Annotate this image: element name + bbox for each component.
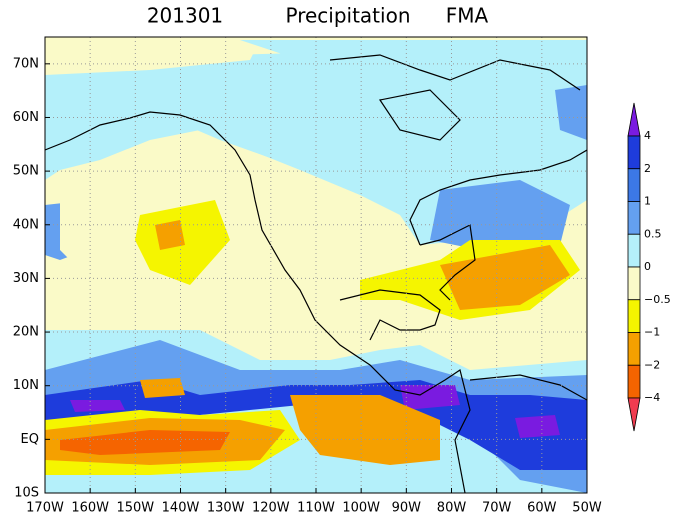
colorbar-label: 1 bbox=[644, 195, 651, 208]
x-tick-label: 110W bbox=[297, 501, 335, 516]
colorbar-bottom bbox=[627, 397, 641, 432]
colorbar-segment bbox=[627, 135, 641, 170]
x-tick-label: 120W bbox=[252, 501, 290, 516]
y-axis: 70N 60N 50N 40N 30N 20N 10N EQ 10S bbox=[13, 56, 50, 501]
x-axis: 170W 160W 150W 140W 130W 120W 110W 100W 90W 80W 70… bbox=[26, 488, 602, 516]
x-tick-label: 100W bbox=[342, 501, 380, 516]
y-tick-label: 50N bbox=[13, 164, 39, 179]
colorbar-segment bbox=[627, 299, 641, 333]
colorbar-segment bbox=[627, 168, 641, 202]
colorbar-label: 4 bbox=[644, 129, 651, 142]
x-tick-label: 90W bbox=[392, 501, 422, 516]
colorbar-label: −2 bbox=[644, 358, 660, 371]
colorbar-top bbox=[627, 102, 641, 137]
x-tick-label: 140W bbox=[162, 501, 200, 516]
x-tick-label: 150W bbox=[116, 501, 154, 516]
colorbar-segment bbox=[627, 364, 641, 399]
y-tick-label: EQ bbox=[21, 432, 39, 447]
x-tick-label: 130W bbox=[207, 501, 245, 516]
y-tick-label: 40N bbox=[13, 217, 39, 232]
x-tick-label: 60W bbox=[527, 501, 557, 516]
y-tick-label: 10S bbox=[14, 486, 39, 501]
date-title: 201301 bbox=[147, 4, 223, 28]
variable-title: Precipitation bbox=[285, 4, 410, 28]
colorbar-label: 0 bbox=[644, 260, 651, 273]
y-tick-label: 30N bbox=[13, 271, 39, 286]
colorbar-label: −1 bbox=[644, 326, 660, 339]
colorbar: 4 2 1 0.5 0 −0.5 −1 −2 −4 bbox=[627, 102, 671, 432]
y-tick-label: 60N bbox=[13, 110, 39, 125]
colorbar-label: −0.5 bbox=[644, 293, 671, 306]
colorbar-label: 0.5 bbox=[644, 227, 662, 240]
x-tick-label: 160W bbox=[71, 501, 109, 516]
colorbar-label: 2 bbox=[644, 162, 651, 175]
colorbar-segment bbox=[627, 201, 641, 235]
grid bbox=[45, 37, 587, 493]
colorbar-segment bbox=[627, 332, 641, 366]
colorbar-label: −4 bbox=[644, 391, 660, 404]
season-title: FMA bbox=[446, 4, 489, 28]
x-tick-label: 80W bbox=[437, 501, 467, 516]
y-tick-label: 70N bbox=[13, 56, 39, 71]
x-tick-label: 50W bbox=[572, 501, 602, 516]
x-tick-label: 70W bbox=[482, 501, 512, 516]
y-tick-label: 10N bbox=[13, 378, 39, 393]
y-tick-label: 20N bbox=[13, 325, 39, 340]
colorbar-segment bbox=[627, 266, 641, 301]
coastlines bbox=[45, 54, 587, 493]
colorbar-segment bbox=[627, 233, 641, 268]
x-tick-label: 170W bbox=[26, 501, 64, 516]
